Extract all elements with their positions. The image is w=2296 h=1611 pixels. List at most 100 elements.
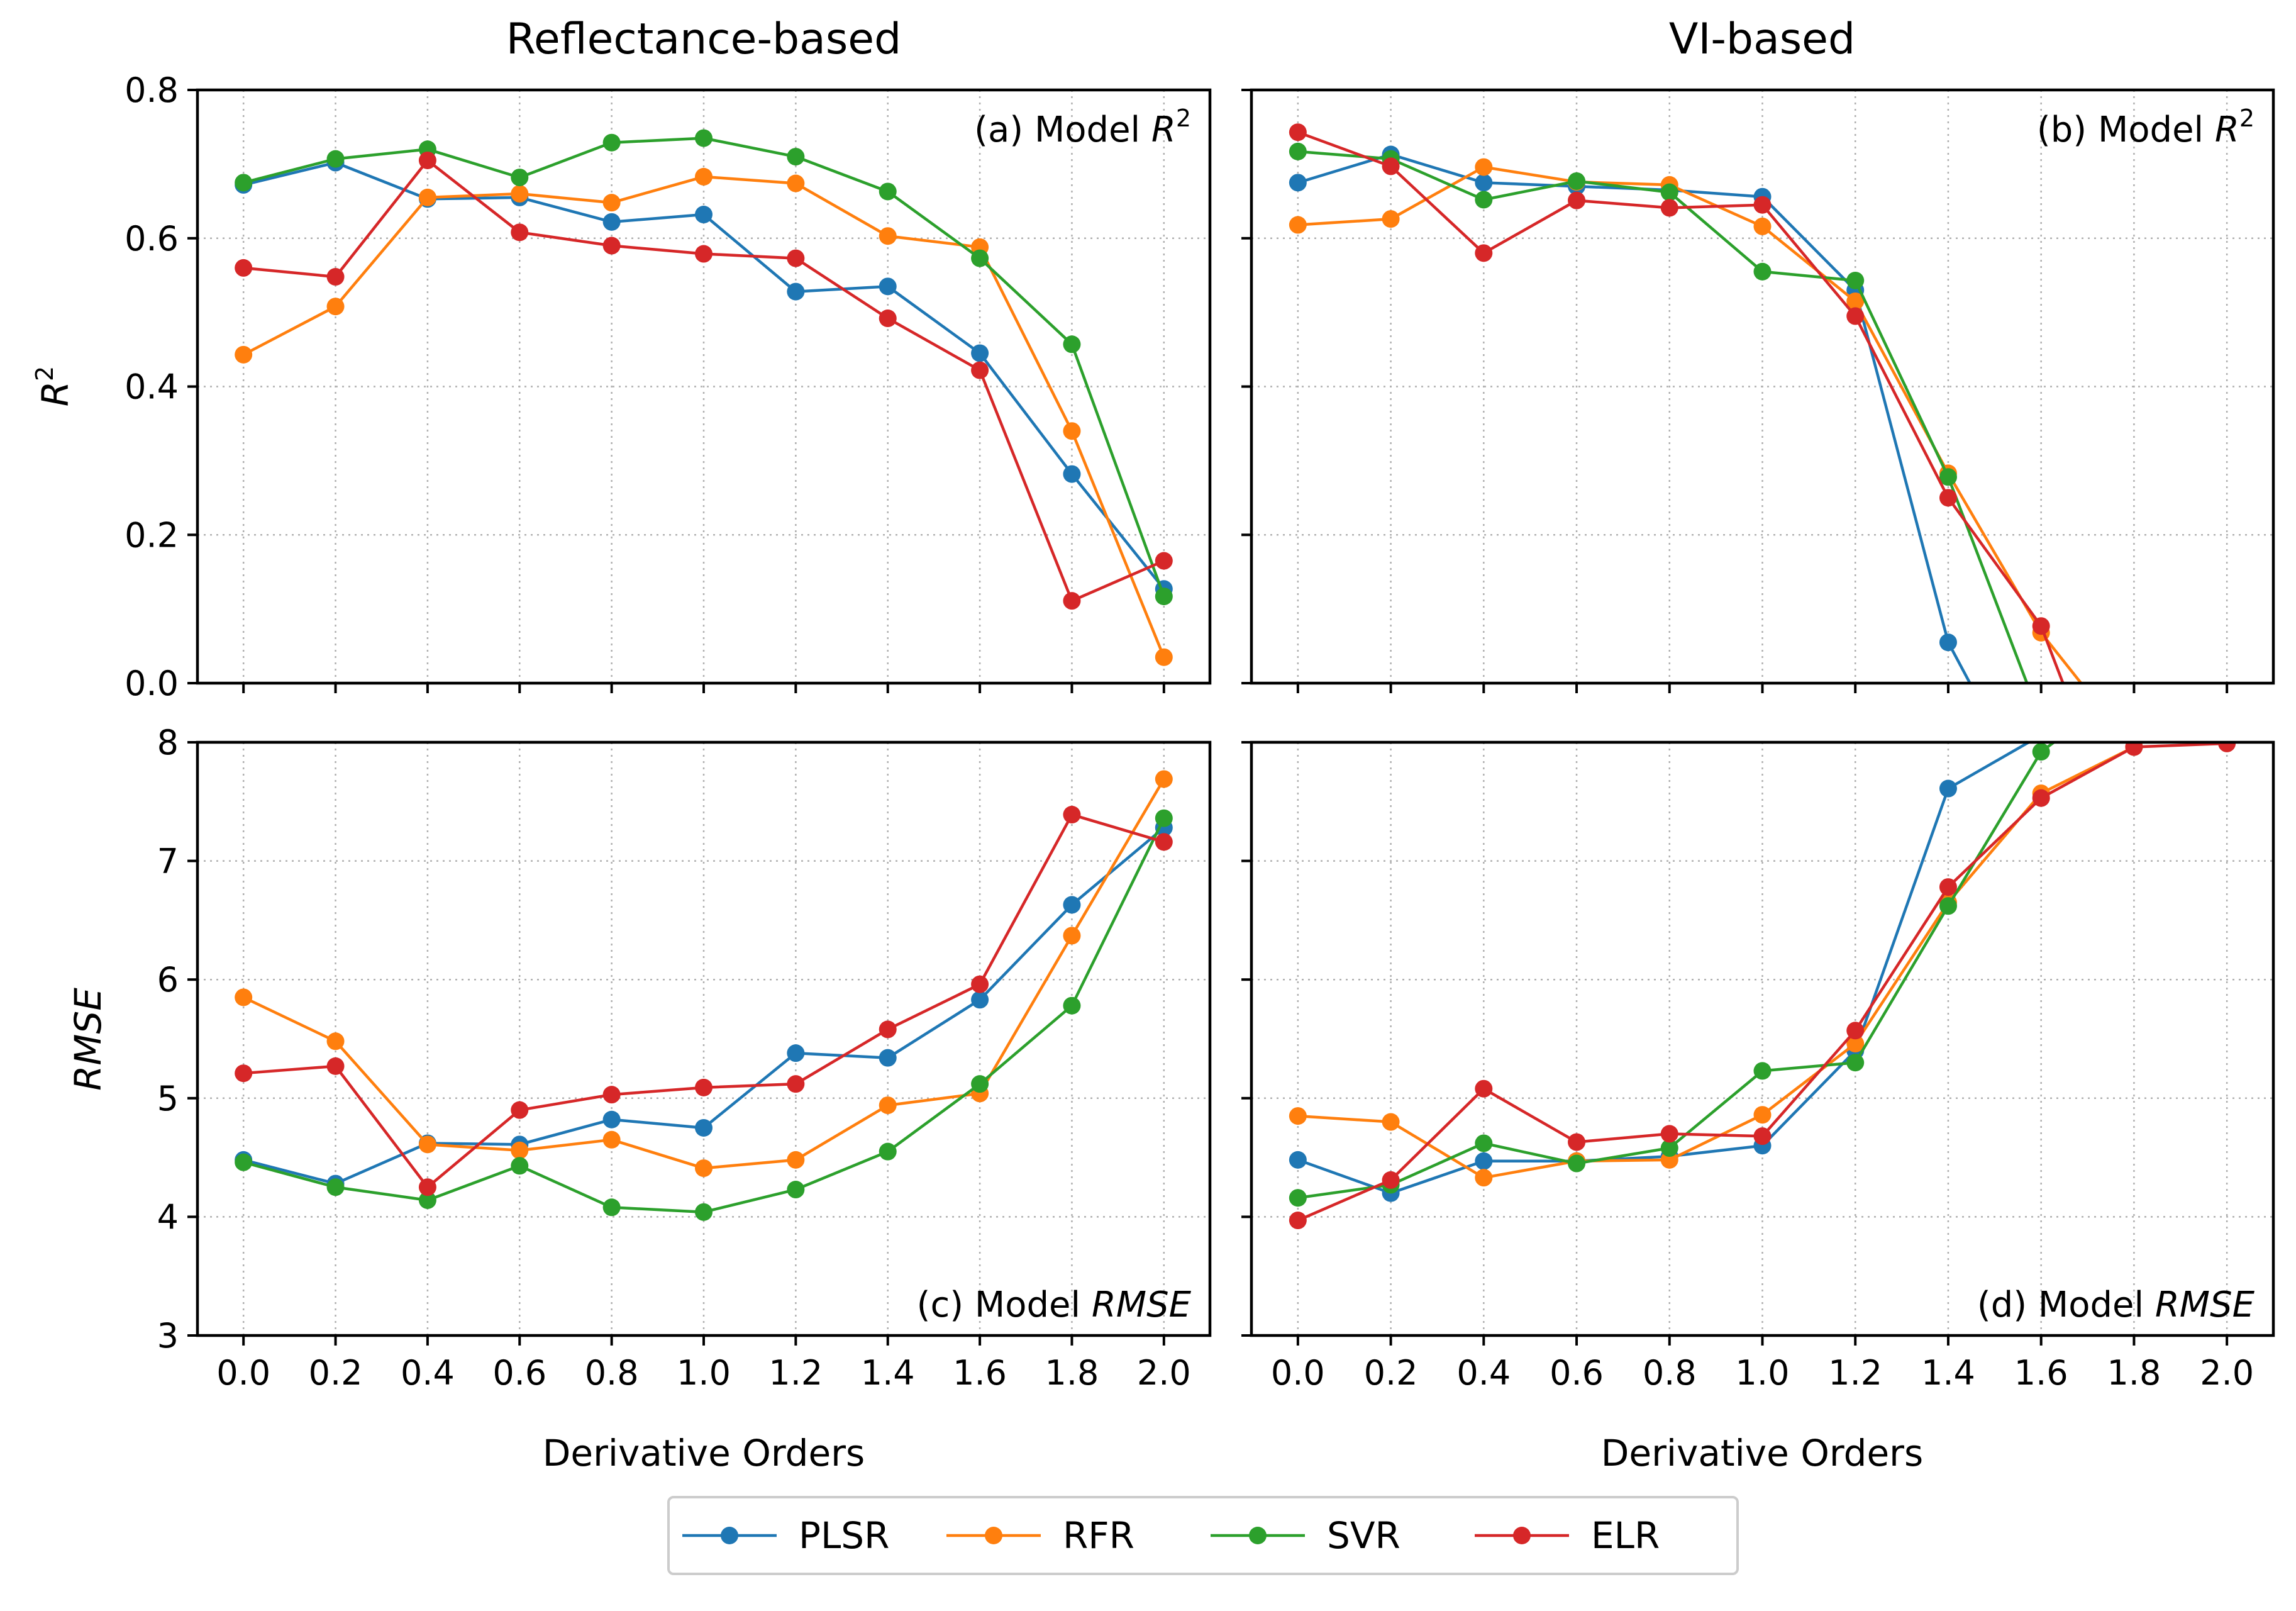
- point-svr: [1660, 183, 1678, 201]
- point-elr: [1289, 123, 1307, 142]
- point-rfr: [1753, 1106, 1772, 1124]
- point-rfr: [1289, 1107, 1307, 1125]
- point-plsr: [1063, 896, 1081, 914]
- point-rfr: [1382, 210, 1400, 228]
- point-svr: [2218, 627, 2236, 644]
- point-rfr: [1846, 292, 1865, 310]
- point-elr: [511, 1101, 529, 1119]
- point-elr: [1568, 191, 1586, 209]
- x-tick-label: 0.8: [585, 1353, 639, 1393]
- point-svr: [1568, 1154, 1586, 1173]
- ylabel-rmse: RMSE: [67, 988, 109, 1091]
- panel-b-r2-vi: (b) Model R2: [1241, 88, 2275, 1137]
- point-rfr: [418, 1135, 436, 1154]
- point-svr: [971, 1075, 989, 1093]
- point-rfr: [1382, 1113, 1400, 1131]
- point-svr: [1155, 809, 1173, 827]
- point-plsr: [1475, 1152, 1493, 1170]
- x-tick-label: 0.0: [216, 1353, 270, 1393]
- point-plsr: [2218, 615, 2236, 632]
- x-tick-label: 0.0: [1271, 1353, 1325, 1393]
- point-svr: [2032, 743, 2050, 761]
- point-svr: [787, 148, 805, 166]
- point-rfr: [511, 185, 529, 203]
- x-tick-label: 2.0: [2200, 1353, 2254, 1393]
- legend-marker-plsr: [721, 1527, 738, 1544]
- point-plsr: [879, 1049, 897, 1067]
- point-svr: [787, 1181, 805, 1199]
- panel-a-r2-reflectance: 0.0 0.2 0.4 0.6 0.8 (a) Model R2: [125, 70, 1212, 703]
- legend-marker-rfr: [985, 1527, 1002, 1544]
- point-svr: [235, 174, 253, 192]
- point-rfr: [1155, 648, 1173, 666]
- point-elr: [1475, 244, 1493, 262]
- point-plsr: [1289, 174, 1307, 192]
- point-elr: [879, 1020, 897, 1039]
- point-elr: [1382, 1171, 1400, 1189]
- y-tick-label: 3: [157, 1316, 179, 1356]
- x-tick-label: 1.2: [1828, 1353, 1882, 1393]
- point-rfr: [235, 345, 253, 364]
- x-tick-label: 1.8: [1045, 1353, 1099, 1393]
- point-rfr: [326, 1032, 345, 1051]
- x-tick-label: 1.8: [2107, 1353, 2161, 1393]
- point-svr: [326, 150, 345, 168]
- y-tick-label: 7: [157, 842, 179, 881]
- point-svr: [418, 1191, 436, 1209]
- series-line-elr: [1297, 131, 2065, 683]
- point-plsr: [879, 277, 897, 296]
- series-group: [1289, 123, 2143, 1137]
- y-tick-label: 0.4: [125, 367, 179, 407]
- legend-label-svr: SVR: [1327, 1514, 1400, 1557]
- point-elr: [1382, 157, 1400, 176]
- point-plsr: [2125, 1119, 2143, 1137]
- point-svr: [326, 1178, 345, 1196]
- point-rfr: [1063, 927, 1081, 945]
- point-svr: [1753, 262, 1772, 281]
- point-rfr: [602, 194, 621, 212]
- point-plsr: [602, 1110, 621, 1129]
- point-elr: [1846, 1022, 1865, 1040]
- point-plsr: [1939, 633, 1957, 652]
- point-rfr: [1753, 217, 1772, 235]
- point-elr: [602, 1086, 621, 1104]
- point-plsr: [1289, 1151, 1307, 1169]
- point-svr: [1063, 996, 1081, 1015]
- panel-label: (d) Model RMSE: [1977, 1285, 2255, 1325]
- point-elr: [971, 361, 989, 379]
- y-tick-label: 8: [157, 723, 179, 762]
- point-rfr: [879, 1096, 897, 1115]
- point-svr: [511, 169, 529, 187]
- x-tick-label: 0.2: [309, 1353, 363, 1393]
- x-tick-label: 1.6: [953, 1353, 1007, 1393]
- point-svr: [879, 1142, 897, 1161]
- xlabel-left: Derivative Orders: [543, 1432, 865, 1474]
- column-title-vi: VI-based: [1669, 14, 1855, 64]
- point-rfr: [1063, 422, 1081, 440]
- y-tick-label: 0.8: [125, 70, 179, 110]
- x-tick-label: 0.2: [1364, 1353, 1418, 1393]
- point-rfr: [1155, 770, 1173, 788]
- point-plsr: [602, 213, 621, 231]
- point-elr: [2218, 742, 2236, 752]
- point-plsr: [1939, 779, 1957, 798]
- point-plsr: [695, 206, 713, 224]
- point-svr: [695, 1203, 713, 1221]
- point-elr: [695, 245, 713, 263]
- point-elr: [1063, 592, 1081, 610]
- y-tick-label: 0.6: [125, 219, 179, 259]
- x-tick-label: 0.6: [492, 1353, 546, 1393]
- panel-label: (a) Model R2: [974, 104, 1191, 150]
- point-svr: [2125, 971, 2143, 989]
- legend-box: [667, 1496, 1739, 1575]
- point-elr: [602, 237, 621, 255]
- point-elr: [1753, 1127, 1772, 1146]
- point-svr: [1063, 335, 1081, 354]
- point-plsr: [971, 991, 989, 1009]
- legend: PLSR RFR SVR ELR: [667, 1496, 1739, 1575]
- point-elr: [2032, 617, 2050, 635]
- point-elr: [511, 223, 529, 242]
- point-svr: [235, 1153, 253, 1171]
- panel-label: (c) Model RMSE: [917, 1285, 1192, 1325]
- point-elr: [1475, 1079, 1493, 1098]
